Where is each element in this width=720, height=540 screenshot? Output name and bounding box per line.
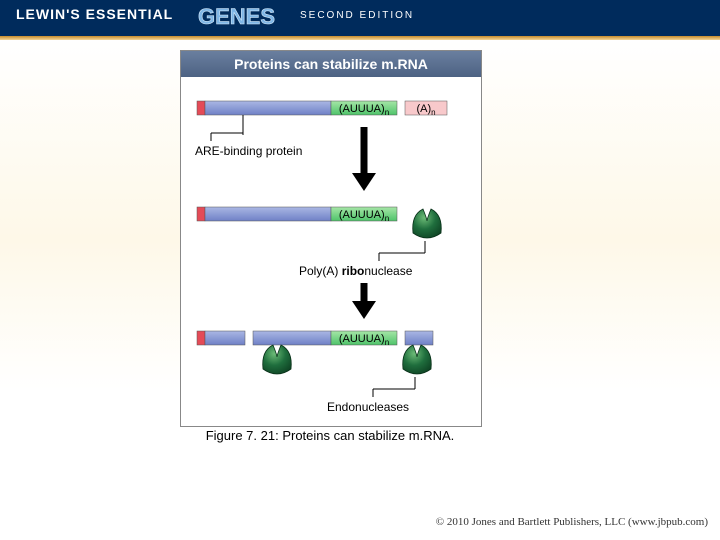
mrna-body: [205, 207, 331, 221]
diagram-title: Proteins can stabilize m.RNA: [181, 51, 481, 77]
polya-ribonuclease-label: Poly(A) ribonuclease: [299, 264, 413, 278]
protein: [403, 345, 432, 374]
brand-main-logo: GENES: [198, 2, 296, 37]
mrna-cap: [197, 331, 205, 345]
are-label: (AUUUA)n: [339, 333, 389, 347]
mrna-body-frag2: [253, 331, 331, 345]
edition-label: SECOND EDITION: [300, 10, 414, 21]
copyright-line: © 2010 Jones and Bartlett Publishers, LL…: [436, 516, 708, 528]
stage-1: (AUUUA)n (A)n: [197, 101, 447, 117]
are-label: (AUUUA)n: [339, 103, 389, 117]
mrna-cap: [197, 101, 205, 115]
endonucleases-label: Endonucleases: [327, 400, 409, 414]
page: LEWIN'S ESSENTIAL GENES SECOND EDITION P…: [0, 0, 720, 540]
mrna-body-frag1: [205, 331, 245, 345]
header-bar: LEWIN'S ESSENTIAL GENES SECOND EDITION: [0, 0, 720, 36]
are-binding-label: ARE-binding protein: [195, 144, 302, 158]
stage-3: (AUUUA)n: [197, 331, 433, 374]
diagram-frame: Proteins can stabilize m.RNA (AUUUA)n: [180, 50, 482, 427]
mrna-cap: [197, 207, 205, 221]
arrow-2: [352, 283, 376, 319]
arrow-1: [352, 127, 376, 191]
mrna-body-frag3: [405, 331, 433, 345]
brand-prefix: LEWIN'S ESSENTIAL: [16, 6, 173, 22]
genes-glyph: GENES: [198, 4, 275, 29]
protein: [413, 209, 442, 238]
figure-caption: Figure 7. 21: Proteins can stabilize m.R…: [180, 428, 480, 443]
stage-2: (AUUUA)n: [197, 207, 441, 238]
protein: [263, 345, 292, 374]
diagram-svg: (AUUUA)n (A)n ARE-binding protein (AU: [181, 77, 481, 426]
are-label: (AUUUA)n: [339, 209, 389, 223]
mrna-body: [205, 101, 331, 115]
